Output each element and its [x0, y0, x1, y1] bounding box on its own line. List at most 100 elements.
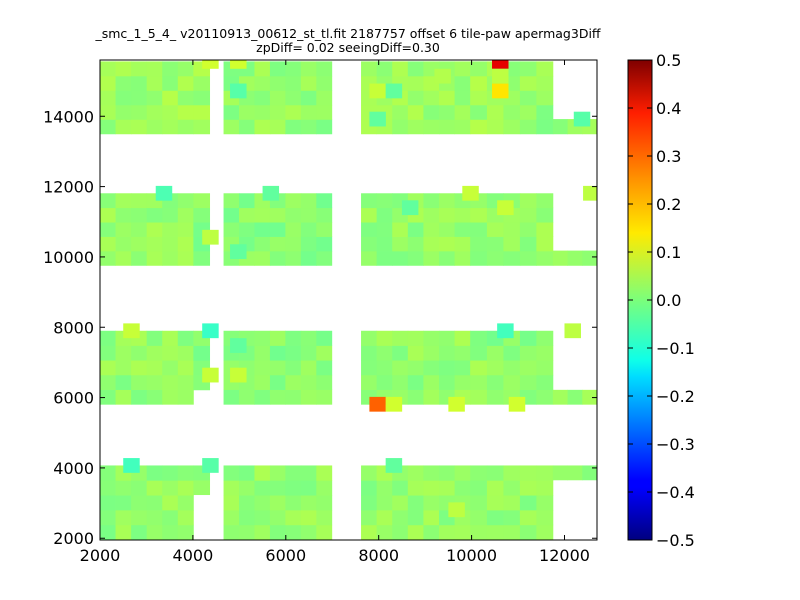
heatmap-cell [193, 207, 211, 223]
heatmap-cell [193, 345, 211, 361]
heatmap-cell [407, 330, 424, 346]
heatmap-cell [177, 119, 194, 135]
heatmap-cell [254, 345, 271, 361]
heatmap-cell [146, 345, 163, 361]
chart-subtitle: zpDiff= 0.02 seeingDiff=0.30 [256, 40, 440, 55]
heatmap-cell [177, 524, 194, 540]
heatmap-cell [300, 374, 317, 390]
heatmap-cell [254, 236, 271, 252]
heatmap-cell [470, 389, 488, 405]
heatmap-cell [316, 495, 333, 511]
heatmap-cell [254, 250, 271, 266]
heatmap-cell [423, 374, 440, 390]
heatmap-cell [423, 90, 440, 106]
heatmap-cell [486, 524, 504, 540]
heatmap-cell [361, 207, 378, 223]
heatmap-cell [300, 389, 317, 405]
heatmap-cell [177, 250, 194, 266]
heatmap-cell [316, 480, 333, 496]
heatmap-cell [536, 236, 554, 252]
heatmap-cell [582, 465, 597, 481]
heatmap-cell [361, 495, 378, 511]
heatmap-cell [407, 75, 424, 91]
heatmap-cell [146, 119, 163, 135]
heatmap-cell [486, 222, 504, 237]
heatmap-cell [131, 250, 148, 266]
heatmap-cell [115, 75, 132, 91]
heatmap-cell [470, 119, 488, 135]
heatmap-cell [177, 389, 194, 405]
heatmap-cell [582, 250, 597, 266]
heatmap-cell [285, 104, 302, 120]
heatmap-cell [454, 207, 471, 223]
heatmap-cell [376, 360, 393, 376]
heatmap-cell [567, 465, 583, 481]
heatmap-cell [177, 330, 194, 346]
heatmap-cell [115, 119, 132, 135]
heatmap-cell [100, 495, 116, 511]
region-D2-bottom [552, 465, 597, 481]
heatmap-cell [316, 61, 333, 77]
heatmap-cell [131, 119, 148, 135]
heatmap-cell [503, 250, 521, 266]
heatmap-cell [254, 509, 271, 526]
heatmap-cell [100, 360, 116, 376]
colorbar-tick-label: 0.1 [656, 243, 681, 262]
region-D2-upper [552, 250, 597, 266]
heatmap-cell [361, 236, 378, 252]
heatmap-cell [385, 396, 403, 412]
heatmap-cell [492, 83, 509, 99]
x-tick-label: 12000 [539, 546, 590, 565]
heatmap-cell [177, 509, 194, 526]
heatmap-cell [503, 222, 521, 237]
heatmap-cell [146, 75, 163, 91]
heatmap-cell [131, 480, 148, 496]
heatmap-cell [193, 75, 211, 91]
heatmap-cell [300, 236, 317, 252]
heatmap-cell [115, 250, 132, 266]
heatmap-cell [376, 345, 393, 361]
heatmap-cell [439, 524, 456, 540]
heatmap-cell [162, 465, 179, 481]
heatmap-cell [131, 345, 148, 361]
heatmap-cell [193, 104, 211, 120]
heatmap-cell [115, 345, 132, 361]
heatmap-cell [316, 345, 333, 361]
heatmap-cell [392, 250, 409, 266]
heatmap-cell [239, 207, 255, 223]
heatmap-cell [519, 193, 537, 209]
heatmap-cell [162, 207, 179, 223]
heatmap-cell [100, 509, 116, 526]
heatmap-cell [162, 222, 179, 237]
heatmap-cell [376, 222, 393, 237]
heatmap-cell [423, 524, 440, 540]
heatmap-cell [269, 236, 286, 252]
heatmap-cell [361, 330, 378, 346]
heatmap-cell [567, 250, 583, 266]
heatmap-cell [146, 360, 163, 376]
heatmap-cell [162, 61, 179, 77]
heatmap-cell [508, 396, 526, 412]
heatmap-cell [407, 389, 424, 405]
heatmap-cell [131, 61, 148, 77]
heatmap-cell [536, 193, 554, 209]
heatmap-cell [115, 61, 132, 77]
heatmap-cell [316, 330, 333, 346]
heatmap-cell [519, 207, 537, 223]
heatmap-cell [392, 374, 409, 390]
heatmap-cell [254, 207, 271, 223]
heatmap-cell [239, 104, 255, 120]
heatmap-cell [376, 250, 393, 266]
colorbar-ticks: 0.5 0.4 0.3 0.2 0.1 0.0 −0.1 −0.2 −0.3 −0.4 −0.5 [628, 51, 695, 550]
heatmap-cell [162, 509, 179, 526]
heatmap-cell [269, 330, 286, 346]
heatmap-cell [519, 104, 537, 120]
heatmap-cell [285, 236, 302, 252]
heatmap-cell [177, 207, 194, 223]
heatmap-cell [254, 330, 271, 346]
x-tick-label: 8000 [358, 546, 399, 565]
heatmap-cell [162, 480, 179, 496]
colorbar-tick-label: −0.4 [656, 483, 695, 502]
region-A2-upper [193, 193, 211, 266]
heatmap-cell [376, 61, 393, 77]
